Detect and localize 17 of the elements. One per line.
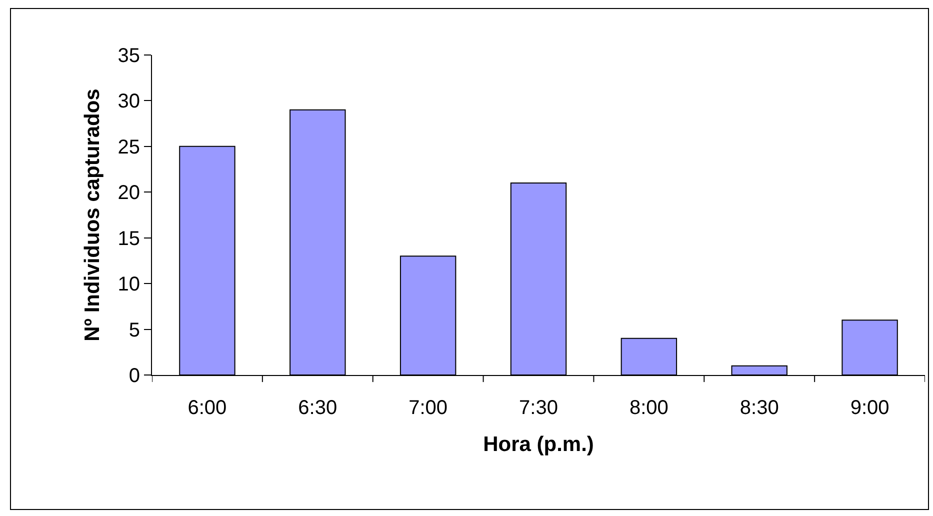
y-tick-label: 10: [118, 274, 140, 296]
y-tick-label: 5: [128, 319, 140, 342]
y-tick-label: 15: [118, 228, 140, 250]
y-tick-label: 25: [118, 136, 140, 158]
x-tick-label: 8:00: [629, 397, 668, 419]
x-axis-title: Hora (p.m.): [483, 433, 594, 456]
x-tick-label: 7:00: [408, 397, 448, 419]
x-tick-label: 6:00: [188, 397, 227, 419]
x-tick-label: 7:30: [519, 397, 558, 419]
x-tick-label: 9:00: [850, 397, 890, 419]
y-tick-label: 30: [118, 90, 140, 113]
y-tick-label: 20: [118, 182, 140, 204]
y-tick-label: 35: [118, 45, 140, 67]
y-tick-label: 0: [128, 365, 140, 387]
x-tick-label: 8:30: [740, 397, 779, 419]
y-axis-title: Nº Individuos capturados: [80, 88, 104, 342]
x-tick-label: 6:30: [298, 397, 338, 419]
